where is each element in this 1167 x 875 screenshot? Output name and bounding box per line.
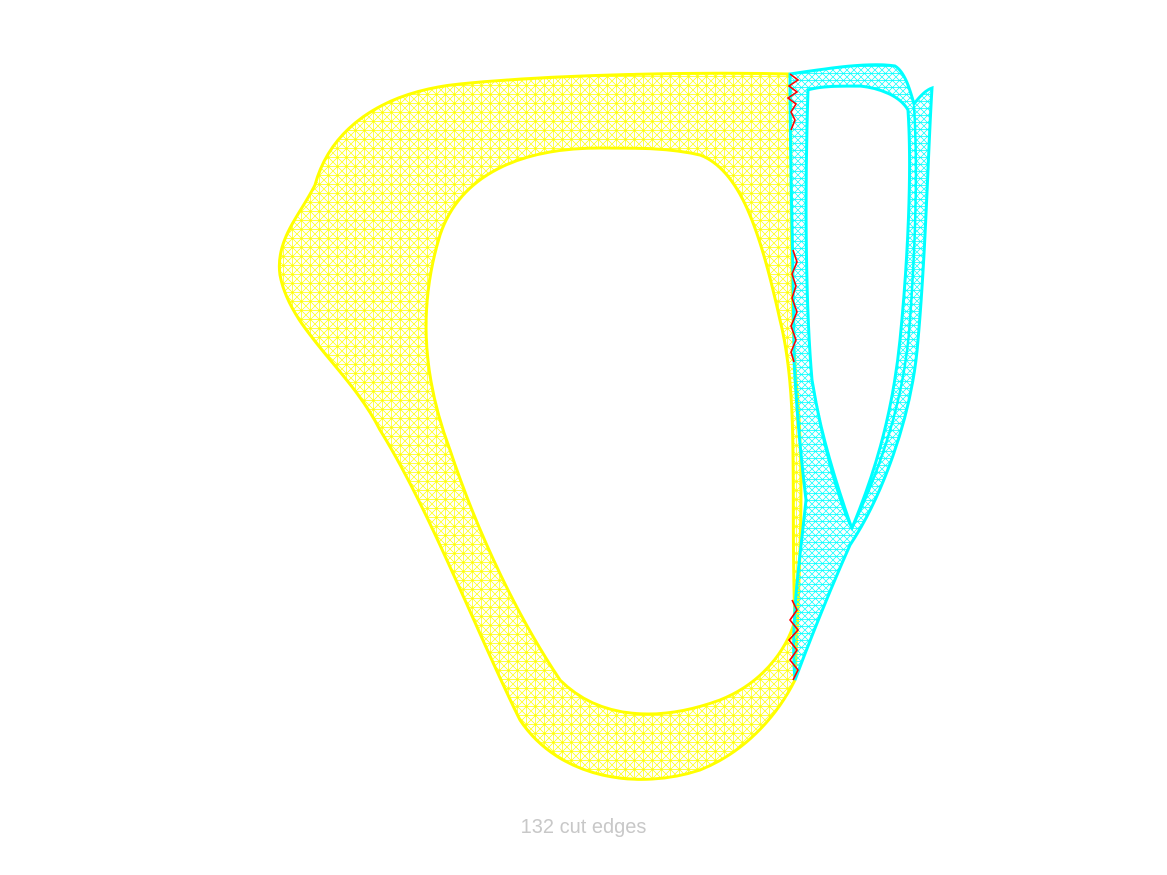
yellow-partition-mesh bbox=[277, 71, 803, 781]
cyan-inner-loop-2 bbox=[810, 379, 854, 529]
cyan-partition-mesh bbox=[788, 63, 934, 681]
cut-edges-bottom bbox=[787, 599, 800, 681]
cut-edges bbox=[786, 73, 800, 681]
cyan-inner-loop bbox=[850, 105, 918, 529]
cut-edges-caption: 132 cut edges bbox=[520, 816, 647, 838]
cut-edges-mid bbox=[790, 249, 798, 363]
cut-edges-top bbox=[786, 73, 800, 131]
